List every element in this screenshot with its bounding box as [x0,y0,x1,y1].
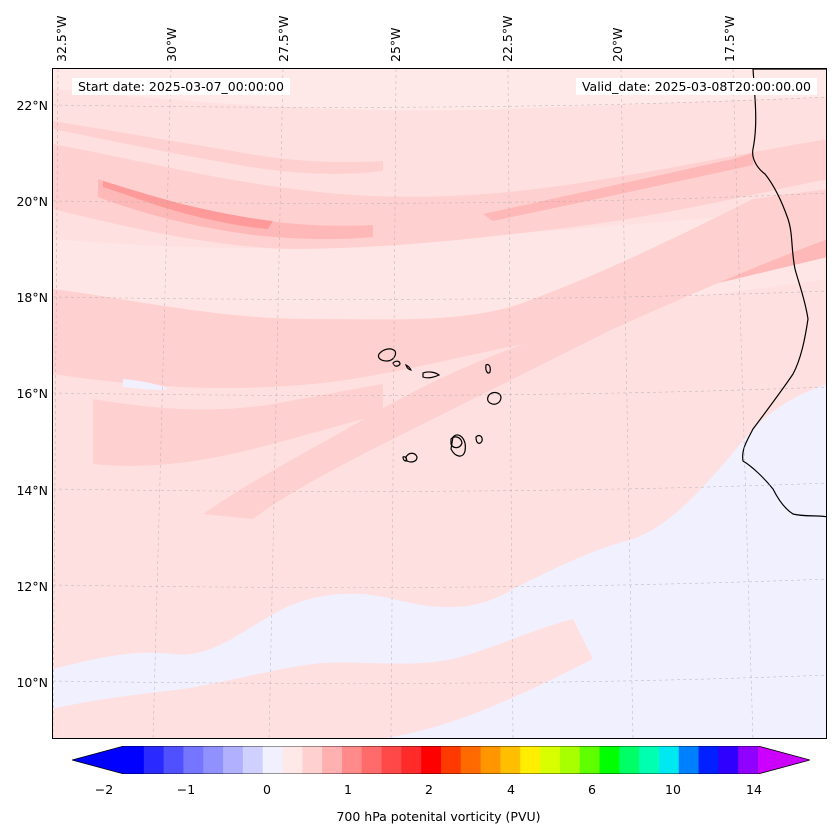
colorbar-label: 700 hPa potenital vorticity (PVU) [336,809,541,824]
colorbar-segment [738,746,759,774]
cb-tick-0: 0 [263,782,271,797]
colorbar-segment [341,746,363,774]
colorbar-segment [163,746,184,774]
pv-east-streak [483,153,753,221]
colorbar-segment [183,746,204,774]
colorbar-segment [401,746,422,774]
colorbar-segment [579,746,600,774]
graticule [53,69,826,738]
colorbar [72,746,810,774]
colorbar-segment [460,746,482,774]
colorbar-segment [639,746,660,774]
cb-tick-4: 4 [507,782,515,797]
cb-tick-14: 14 [746,782,762,797]
pv-diagonal-band [53,189,826,519]
colorbar-segment [262,746,283,774]
colorbar-segment [441,746,462,774]
colorbar-segment [361,746,383,774]
cb-tick-10: 10 [665,782,681,797]
colorbar-min-arrow [72,746,124,774]
colorbar-segment [500,746,521,774]
pv-darker-streak [103,181,273,229]
colorbar-segment [421,746,442,774]
colorbar-segment [242,746,264,774]
lon-label-27-5: 27.5°W [276,15,291,62]
map-area[interactable] [52,68,827,739]
colorbar-segment [302,746,323,774]
colorbar-segment [599,746,620,774]
colorbar-segment [619,746,640,774]
lat-label-20: 20°N [16,194,48,209]
colorbar-segment [322,746,343,774]
colorbar-segment [381,746,402,774]
valid-date-label: Valid_date: 2025-03-08T20:00:00.00 [575,78,817,95]
pv-pink-patch-south [53,619,593,738]
lon-label-30: 30°W [164,27,179,62]
colorbar-segment [718,746,739,774]
cb-tick-2: 2 [425,782,433,797]
pv-pink-band-2 [53,121,383,174]
cb-tick-neg1: −1 [176,782,196,797]
lat-label-14: 14°N [16,483,48,498]
lon-label-25: 25°W [388,27,403,62]
colorbar-segment [559,746,581,774]
cb-tick-6: 6 [588,782,596,797]
africa-coast [742,69,826,518]
cb-tick-1: 1 [344,782,352,797]
lon-label-32-5: 32.5°W [54,15,69,62]
lon-label-22-5: 22.5°W [500,15,515,62]
lat-label-22: 22°N [16,98,48,113]
lat-label-18: 18°N [16,290,48,305]
colorbar-segment [540,746,561,774]
colorbar-segment [282,746,303,774]
colorbar-segment [480,746,501,774]
pv-pale-blue-south [53,384,826,738]
pv-dark-streak [98,179,373,240]
lon-label-17-5: 17.5°W [722,15,737,62]
colorbar-segment [203,746,224,774]
pv-pale-blue-west [123,379,168,390]
map-canvas [53,69,826,738]
colorbar-segment [223,746,244,774]
lon-label-20: 20°W [610,27,625,62]
colorbar-segment [658,746,680,774]
colorbar-max-arrow [758,746,810,774]
colorbar-segment [124,746,145,774]
colorbar-segment [143,746,165,774]
colorbar-segment [520,746,541,774]
colorbar-segment [678,746,700,774]
pv-band-lower [93,384,383,466]
colorbar-segment [698,746,719,774]
cape-verde-islands [377,348,502,463]
start-date-label: Start date: 2025-03-07_00:00:00 [72,78,290,95]
cb-tick-neg2: −2 [94,782,114,797]
lat-label-16: 16°N [16,386,48,401]
lat-label-10: 10°N [16,675,48,690]
lat-label-12: 12°N [16,579,48,594]
